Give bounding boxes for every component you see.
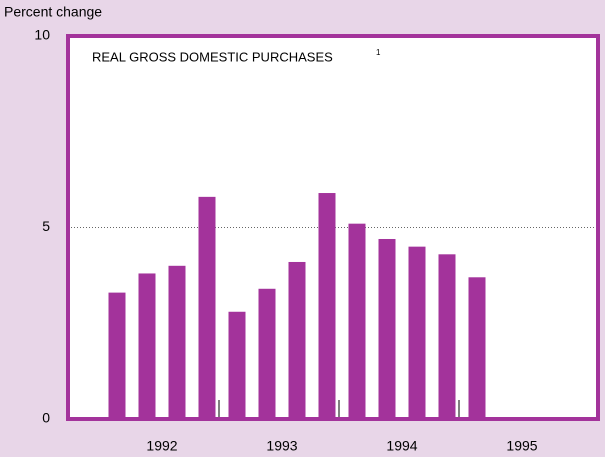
annotation: REAL GROSS DOMESTIC PURCHASES [92,49,333,64]
y-tick-label: 10 [34,27,50,43]
bar [378,238,396,419]
bar [438,254,456,419]
y-axis-label: Percent change [4,4,102,20]
bar [348,223,366,419]
plot-border [66,34,600,421]
bar [138,273,156,419]
bar [468,277,486,419]
x-tick-label: 1992 [146,438,177,454]
bar [408,246,426,419]
x-tick-label: 1993 [266,438,297,454]
bar [318,193,336,419]
bar [258,288,276,419]
bar [168,265,186,419]
x-tick-label: 1994 [386,438,417,454]
y-tick-label: 5 [42,218,50,234]
bar [228,311,246,419]
bar [108,292,126,419]
bar [198,196,216,419]
y-tick-label: 0 [42,410,50,426]
bar [288,261,306,419]
x-tick-label: 1995 [506,438,537,454]
annotation-note: 1 [376,48,381,57]
